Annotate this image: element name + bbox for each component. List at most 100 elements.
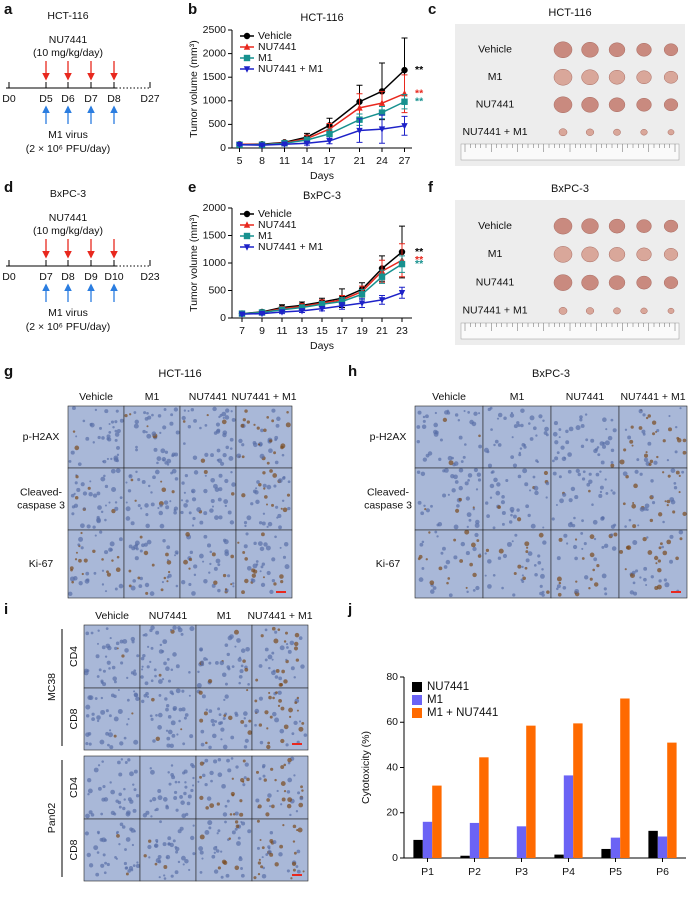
- ihc-cell: [188, 694, 191, 697]
- ihc-cell: [475, 585, 480, 591]
- ihc-cell: [93, 767, 99, 773]
- ihc-cell: [159, 643, 163, 647]
- data-point: [326, 130, 333, 138]
- ihc-cell: [187, 794, 192, 799]
- ihc-cell: [293, 851, 297, 855]
- ihc-cell: [522, 468, 528, 474]
- ihc-cell: [223, 539, 229, 545]
- ihc-cell: [524, 566, 528, 570]
- ihc-cell: [101, 797, 106, 802]
- ihc-cell: [290, 877, 293, 880]
- ihc-cell: [592, 519, 598, 525]
- ihc-cell: [478, 412, 481, 415]
- day-label: D27: [140, 93, 159, 105]
- ihc-cell: [173, 510, 177, 515]
- ihc-cell: [611, 546, 617, 551]
- ihc-frame: [251, 818, 309, 882]
- ihc-cell: [262, 576, 265, 579]
- ihc-cell: [130, 828, 136, 833]
- x-tick-label: 14: [301, 155, 313, 167]
- ihc-cell: [214, 720, 218, 723]
- ihc-cell: [141, 668, 144, 671]
- day-label: D7: [84, 93, 98, 105]
- ihc-cell: [417, 410, 422, 415]
- ihc-cell: [263, 487, 266, 490]
- ihc-cell: [108, 422, 111, 425]
- ihc-row-label: caspase 3: [17, 499, 65, 511]
- ihc-cell: [646, 536, 649, 539]
- ihc-cell: [453, 474, 458, 480]
- ihc-cell: [260, 865, 264, 869]
- ihc-cell: [423, 504, 426, 507]
- y-tick-label: 2000: [203, 202, 227, 214]
- bar: [432, 785, 442, 858]
- ihc-cell: [271, 651, 275, 655]
- bar: [667, 742, 677, 858]
- ihc-cell: [216, 832, 219, 835]
- ihc-cell: [266, 484, 272, 490]
- ihc-cell: [181, 855, 186, 861]
- ihc-cell: [238, 656, 242, 659]
- ihc-cell: [537, 554, 541, 558]
- ihc-cell: [301, 721, 305, 725]
- panel-label: i: [4, 601, 8, 618]
- ihc-cell: [245, 647, 250, 652]
- ihc-cell: [86, 852, 91, 858]
- ihc-cell: [673, 481, 677, 485]
- ihc-cell: [111, 508, 116, 514]
- ihc-cell: [429, 580, 435, 586]
- ihc-cell: [114, 646, 118, 650]
- ihc-cell: [83, 558, 88, 563]
- ihc-cell: [261, 521, 266, 526]
- ihc-cell: [230, 757, 234, 760]
- ihc-cell: [485, 501, 489, 505]
- ihc-column: M1: [510, 391, 525, 403]
- ihc-cell: [601, 545, 605, 549]
- series-line: [239, 69, 406, 145]
- ihc-cell: [221, 672, 227, 677]
- ihc-cell: [218, 515, 223, 520]
- ihc-cell: [245, 532, 249, 536]
- ihc-cell: [133, 692, 138, 697]
- ihc-cell: [255, 499, 260, 505]
- ihc-cell: [135, 448, 138, 452]
- x-tick-label: 8: [259, 155, 265, 167]
- ihc-cell: [184, 713, 189, 717]
- ihc-cell: [70, 450, 75, 455]
- legend-label: NU7441 + M1: [258, 241, 323, 253]
- ihc-cell: [162, 797, 168, 802]
- ihc-cell: [88, 742, 92, 746]
- ihc-cell: [545, 481, 550, 486]
- y-tick-label: 0: [392, 852, 398, 864]
- ihc-cell: [442, 546, 446, 551]
- photo-title: BxPC-3: [551, 183, 589, 195]
- ihc-cell: [113, 680, 117, 684]
- ihc-cell: [158, 876, 161, 879]
- photo-row-label: NU7441 + M1: [462, 305, 527, 317]
- ihc-image: [140, 625, 196, 688]
- ihc-cell: [454, 480, 459, 484]
- ihc-cell: [101, 436, 105, 440]
- ihc-cell: [200, 742, 205, 747]
- ihc-cell: [71, 505, 76, 509]
- ihc-cell: [210, 499, 215, 504]
- ihc-cell: [532, 475, 536, 479]
- ihc-cell: [287, 480, 291, 484]
- ihc-cell: [135, 863, 141, 868]
- ihc-cell: [153, 447, 158, 452]
- ihc-cell: [174, 870, 179, 875]
- data-point: [278, 309, 286, 316]
- ihc-cell: [120, 758, 124, 761]
- ihc-cell: [603, 543, 609, 549]
- ihc-cell: [169, 421, 174, 426]
- ihc-cell: [202, 560, 205, 563]
- ihc-cell: [210, 718, 215, 724]
- ihc-cell: [104, 409, 109, 414]
- ihc-cell: [101, 569, 105, 572]
- ihc-cell: [432, 586, 437, 590]
- ihc-cell: [447, 493, 450, 496]
- tumor: [636, 70, 652, 85]
- ihc-cell: [590, 438, 595, 443]
- ihc-cell: [613, 532, 618, 537]
- ihc-cell: [242, 780, 245, 783]
